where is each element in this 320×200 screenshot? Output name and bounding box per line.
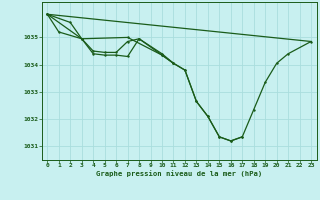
X-axis label: Graphe pression niveau de la mer (hPa): Graphe pression niveau de la mer (hPa) (96, 171, 262, 177)
